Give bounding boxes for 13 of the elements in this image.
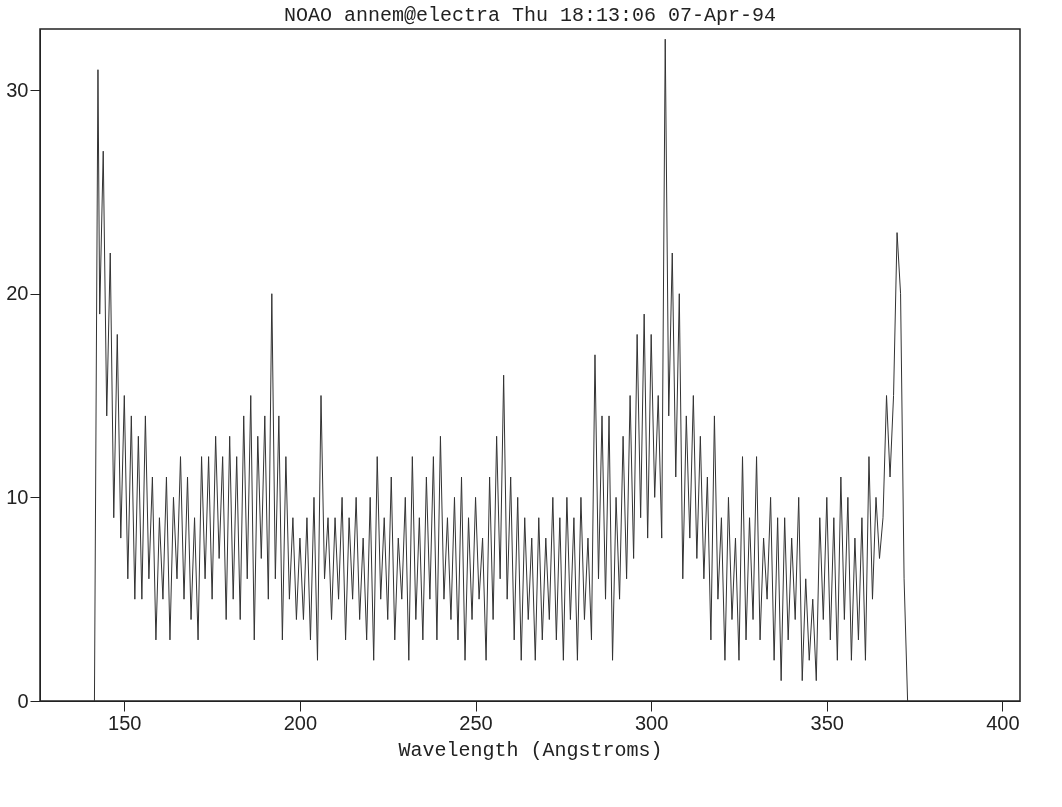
y-tick-label: 30 xyxy=(6,78,29,101)
y-tick-label: 20 xyxy=(6,282,29,305)
x-tick-label: 250 xyxy=(459,711,493,734)
chart-title: NOAO annem@electra Thu 18:13:06 07-Apr-94 xyxy=(283,4,777,27)
y-tick-label: 10 xyxy=(6,485,29,508)
x-tick-label: 400 xyxy=(986,711,1020,734)
x-tick-label: 300 xyxy=(635,711,669,734)
y-tick-label: 0 xyxy=(17,689,29,712)
x-tick-label: 200 xyxy=(283,711,318,734)
line-series xyxy=(93,38,909,702)
x-tick-label: 150 xyxy=(108,711,142,734)
x-tick-label: 350 xyxy=(810,711,844,734)
x-axis-title: Wavelength (Angstroms) xyxy=(398,738,663,762)
